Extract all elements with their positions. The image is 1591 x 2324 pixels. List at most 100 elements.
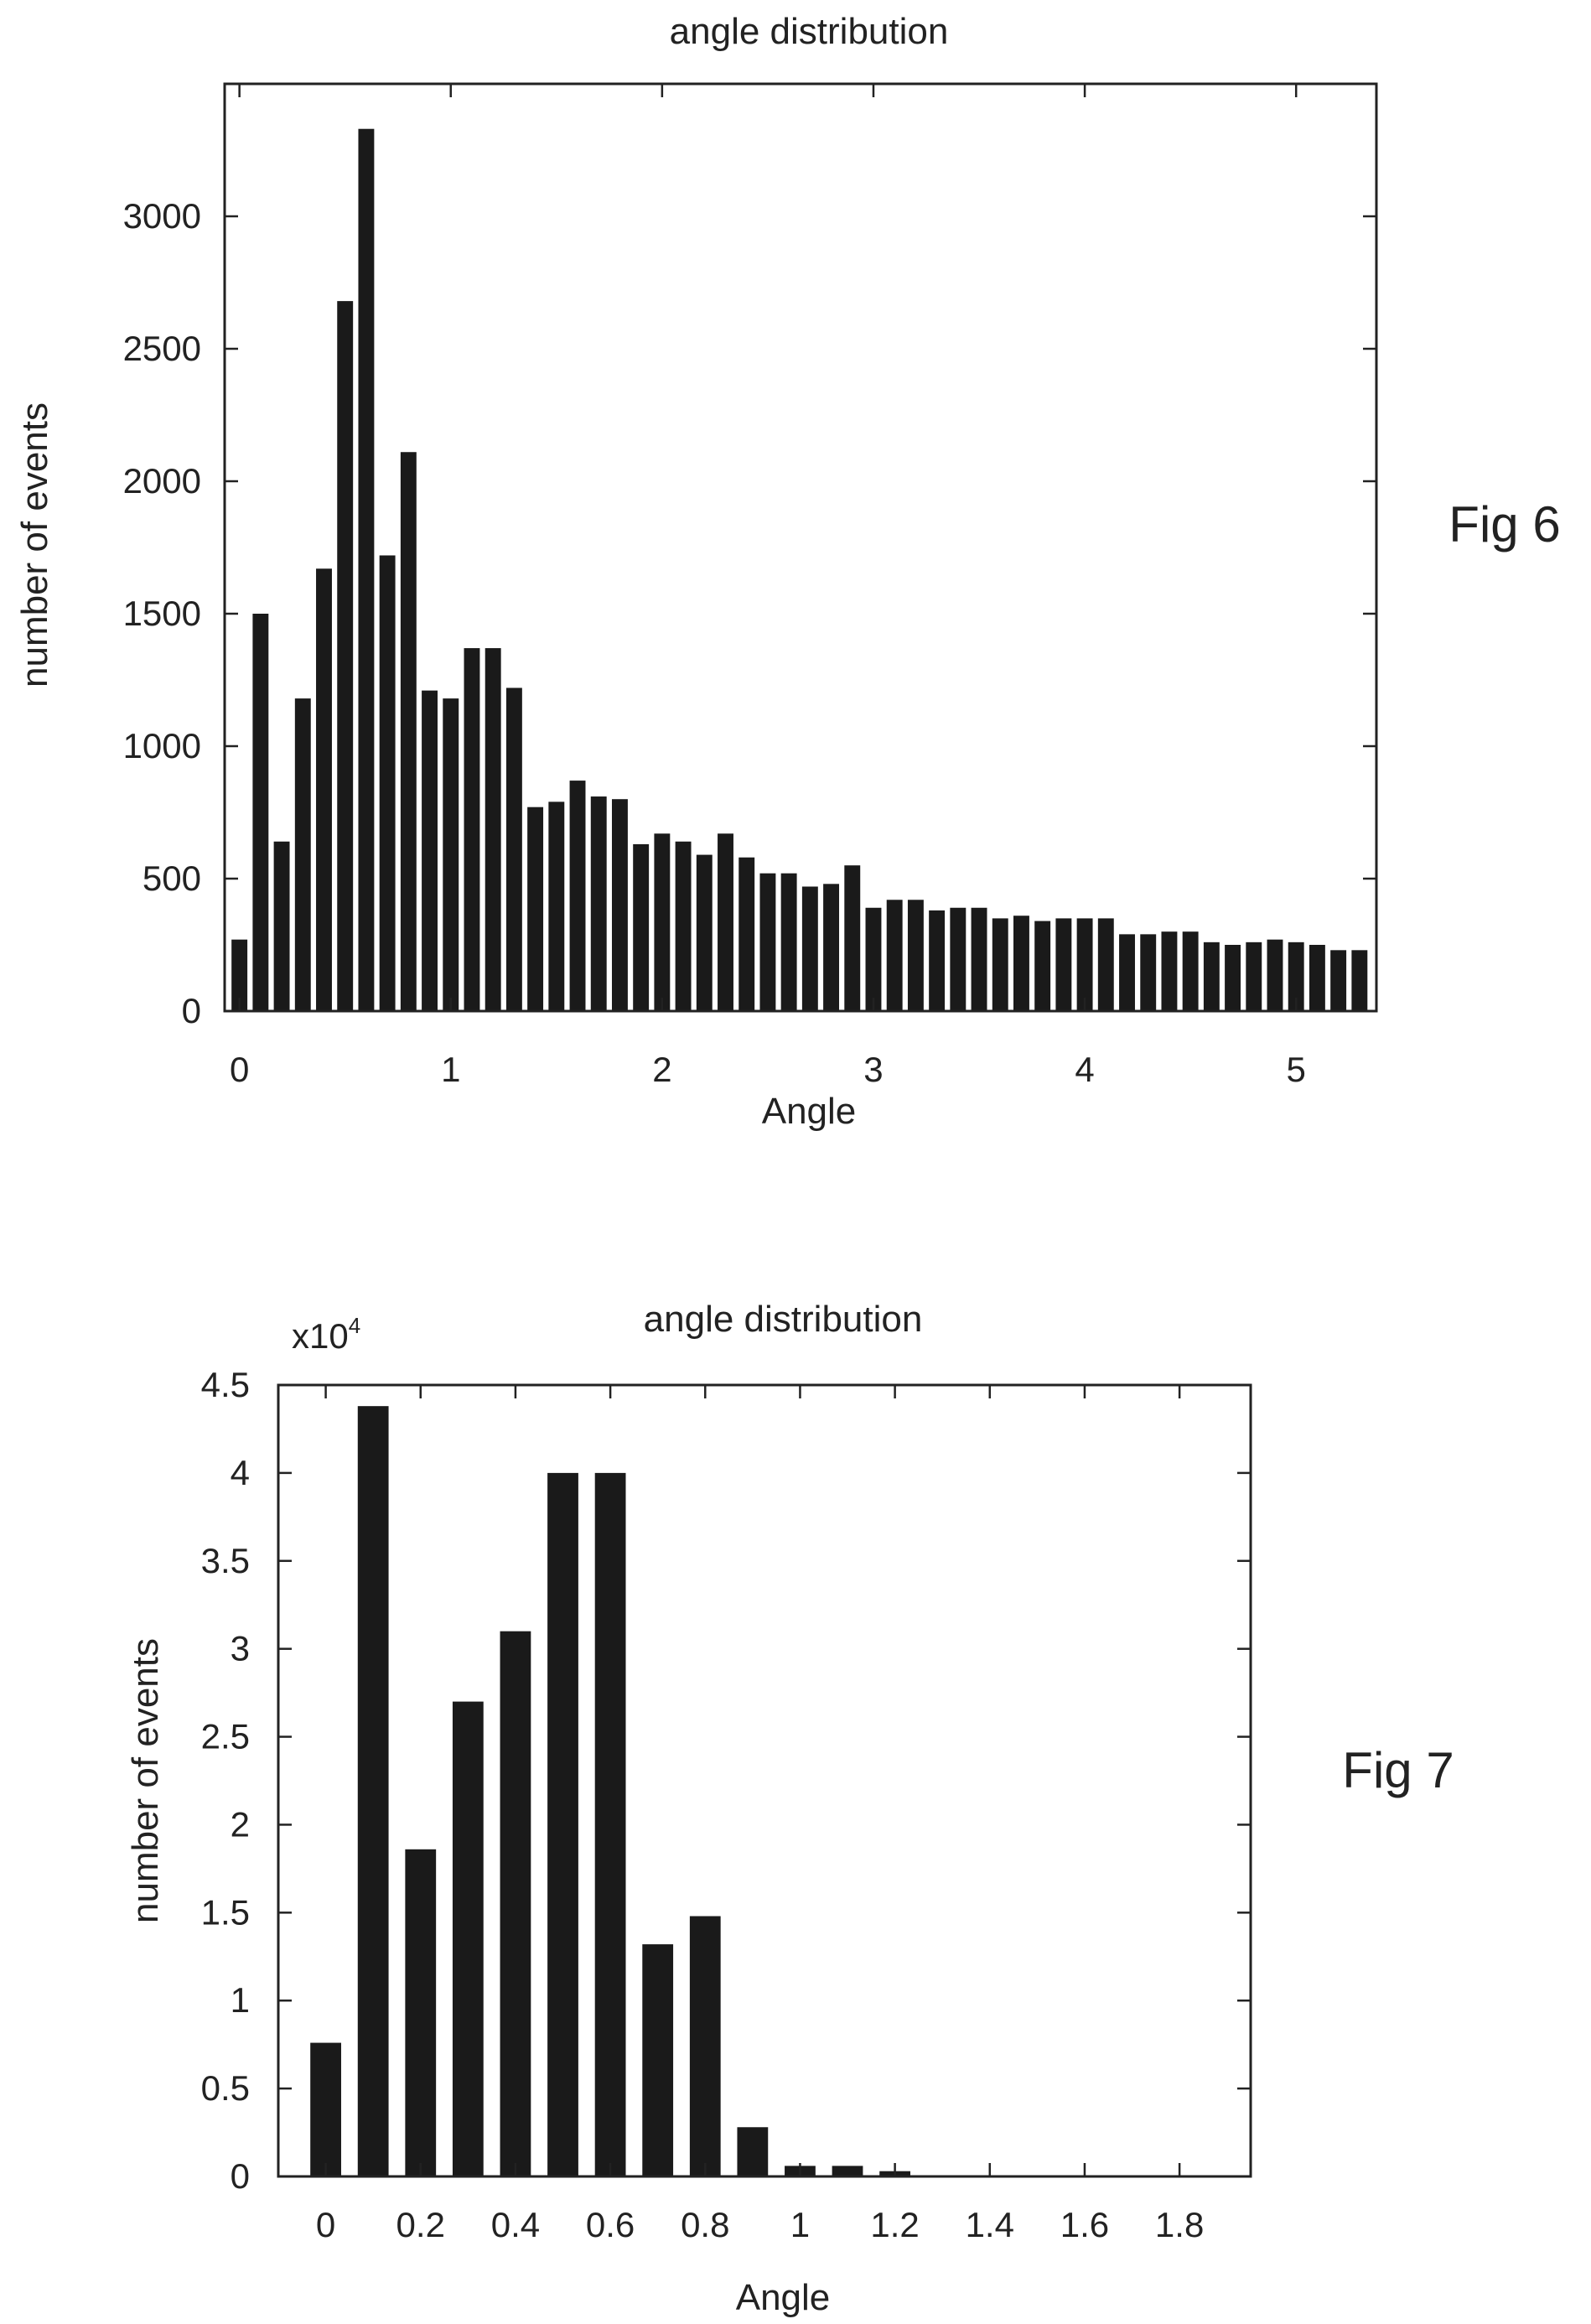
bar bbox=[358, 128, 375, 1012]
bar bbox=[316, 568, 332, 1011]
bar bbox=[500, 1631, 531, 2176]
bar bbox=[569, 781, 586, 1011]
x-tick-label: 0 bbox=[316, 2205, 335, 2244]
y-tick-label: 4 bbox=[231, 1453, 250, 1492]
bar-group bbox=[310, 1406, 910, 2176]
bar bbox=[1330, 950, 1347, 1011]
bar bbox=[1140, 934, 1157, 1011]
x-tick-label: 0.4 bbox=[491, 2205, 540, 2244]
y-tick-label: 2 bbox=[231, 1804, 250, 1844]
y-axis: 0 0.5 1 1.5 2 2.5 3 3.5 4 4.5 bbox=[201, 1365, 1251, 2196]
bar bbox=[737, 2127, 769, 2176]
bar bbox=[273, 841, 290, 1011]
bar bbox=[452, 1701, 484, 2176]
bar bbox=[464, 648, 480, 1011]
bar bbox=[780, 873, 797, 1011]
y-scale-exponent: 4 bbox=[349, 1313, 360, 1338]
x-tick-label: 1 bbox=[441, 1050, 460, 1089]
x-tick-label: 0.8 bbox=[681, 2205, 729, 2244]
bar bbox=[1351, 950, 1368, 1011]
y-tick-label: 4.5 bbox=[201, 1365, 250, 1404]
bar bbox=[294, 698, 311, 1011]
bar bbox=[527, 807, 544, 1011]
bar bbox=[590, 796, 607, 1011]
x-tick-label: 1 bbox=[790, 2205, 810, 2244]
y-tick-label: 500 bbox=[143, 859, 201, 898]
x-axis: 0 0.2 0.4 0.6 0.8 1 1.2 1.4 1.6 1.8 bbox=[316, 1385, 1204, 2244]
bar bbox=[252, 614, 269, 1011]
y-tick-label: 0.5 bbox=[201, 2068, 250, 2108]
bar bbox=[1225, 945, 1241, 1011]
bar bbox=[865, 907, 882, 1011]
bar bbox=[675, 841, 692, 1011]
bar bbox=[400, 452, 417, 1011]
chart-title: angle distribution bbox=[670, 11, 949, 52]
y-scale-label: x104 bbox=[292, 1313, 360, 1356]
bar bbox=[759, 873, 776, 1011]
bar bbox=[907, 900, 924, 1011]
bar bbox=[886, 900, 903, 1011]
plot-frame bbox=[277, 1383, 1252, 2178]
bar bbox=[738, 857, 755, 1011]
bar bbox=[654, 833, 671, 1011]
y-tick-label: 3.5 bbox=[201, 1541, 250, 1580]
bar bbox=[405, 1849, 437, 2176]
bar bbox=[801, 886, 818, 1011]
x-tick-label: 4 bbox=[1075, 1050, 1094, 1089]
bar bbox=[844, 865, 861, 1011]
figure-label: Fig 6 bbox=[1448, 496, 1560, 552]
bar bbox=[950, 907, 967, 1011]
bar bbox=[1055, 918, 1072, 1011]
y-axis-label: number of events bbox=[125, 1638, 166, 1923]
y-tick-label: 2500 bbox=[123, 329, 201, 368]
figure-label: Fig 7 bbox=[1342, 1742, 1454, 1798]
bar bbox=[992, 918, 1008, 1011]
y-tick-label: 2000 bbox=[123, 461, 201, 501]
x-tick-label: 1.6 bbox=[1060, 2205, 1109, 2244]
x-tick-label: 0.2 bbox=[396, 2205, 445, 2244]
bar bbox=[689, 1916, 721, 2176]
bar bbox=[1182, 931, 1199, 1011]
y-tick-label: 1 bbox=[231, 1980, 250, 2020]
bar bbox=[1288, 942, 1304, 1011]
x-tick-label: 1.8 bbox=[1155, 2205, 1204, 2244]
x-tick-label: 3 bbox=[863, 1050, 883, 1089]
x-tick-label: 0 bbox=[230, 1050, 249, 1089]
bar bbox=[1203, 942, 1220, 1011]
bar-group bbox=[231, 128, 1368, 1012]
bar bbox=[1119, 934, 1135, 1011]
bar bbox=[1034, 921, 1051, 1011]
bar bbox=[379, 555, 396, 1011]
chart-fig-7: angle distribution x104 0 0.2 0.4 0.6 0.8 1 1.… bbox=[125, 1299, 1454, 2318]
y-tick-label: 0 bbox=[231, 2156, 250, 2196]
x-axis: 0 1 2 3 4 5 bbox=[230, 84, 1306, 1089]
bar bbox=[696, 854, 713, 1011]
bar bbox=[485, 648, 501, 1011]
x-tick-label: 2 bbox=[652, 1050, 671, 1089]
plot-frame bbox=[223, 82, 1378, 1013]
bar bbox=[337, 301, 354, 1011]
chart-fig-6: angle distribution 0 1 2 3 4 5 0 500 1000 1500 20… bbox=[14, 11, 1561, 1132]
x-axis-label: Angle bbox=[736, 2277, 831, 2318]
bar bbox=[231, 939, 248, 1011]
bar bbox=[1309, 945, 1325, 1011]
bar bbox=[547, 1472, 578, 2176]
bar bbox=[443, 698, 459, 1011]
bar bbox=[971, 907, 987, 1011]
bar bbox=[310, 2042, 341, 2176]
y-tick-label: 1.5 bbox=[201, 1892, 250, 1932]
bar bbox=[422, 690, 438, 1011]
bar bbox=[1013, 916, 1029, 1011]
y-axis-label: number of events bbox=[14, 402, 55, 687]
x-axis-label: Angle bbox=[762, 1091, 857, 1132]
bar bbox=[505, 687, 522, 1011]
bar bbox=[1161, 931, 1178, 1011]
bar bbox=[611, 799, 628, 1011]
y-axis: 0 500 1000 1500 2000 2500 3000 bbox=[123, 196, 1376, 1030]
bar bbox=[548, 801, 565, 1011]
y-tick-label: 1000 bbox=[123, 726, 201, 765]
x-tick-label: 1.2 bbox=[870, 2205, 919, 2244]
y-scale-base: x10 bbox=[292, 1316, 349, 1356]
bar bbox=[642, 1944, 674, 2176]
